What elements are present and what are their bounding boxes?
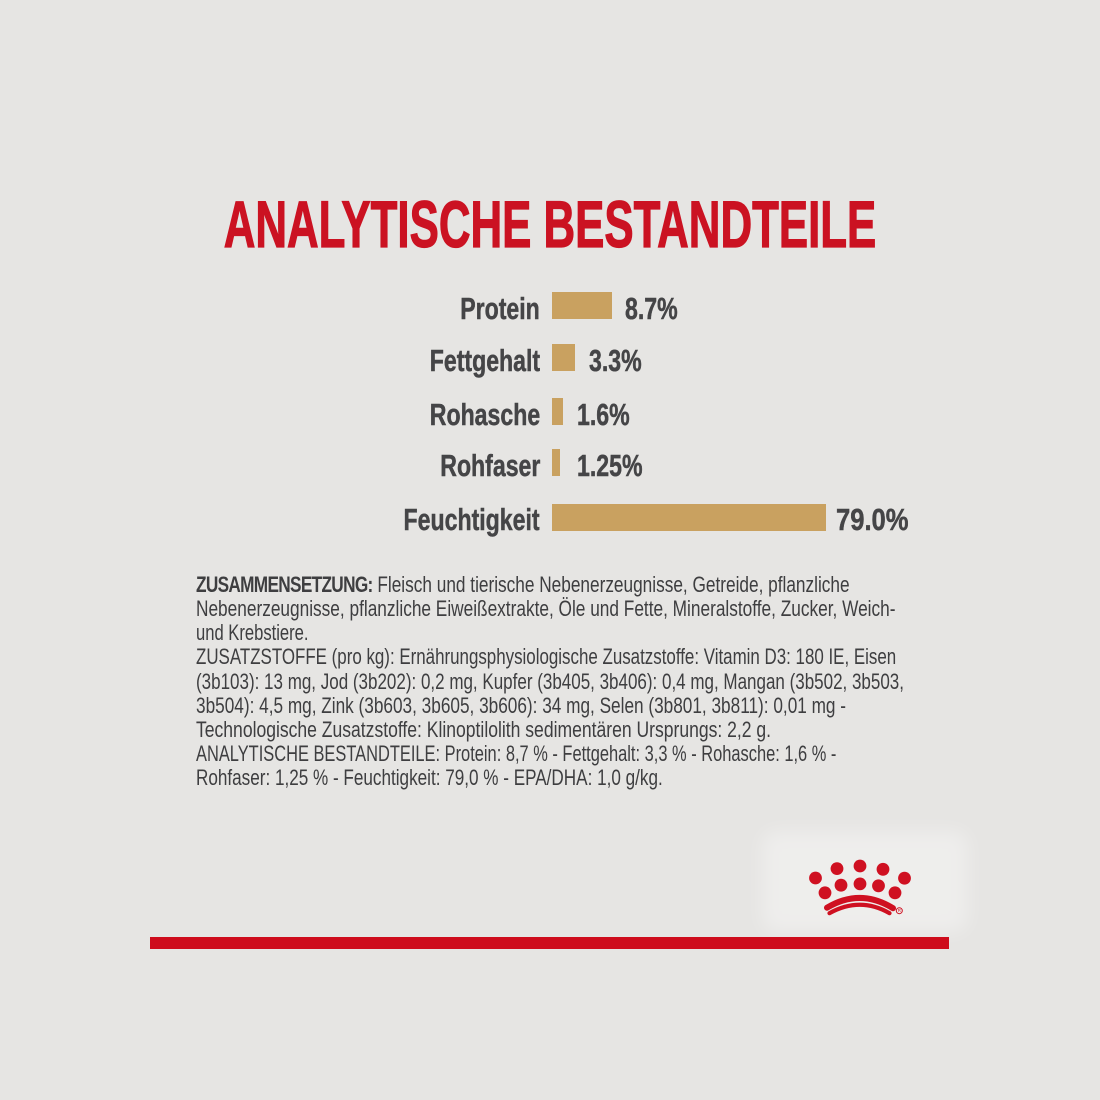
svg-text:R: R xyxy=(898,908,901,913)
